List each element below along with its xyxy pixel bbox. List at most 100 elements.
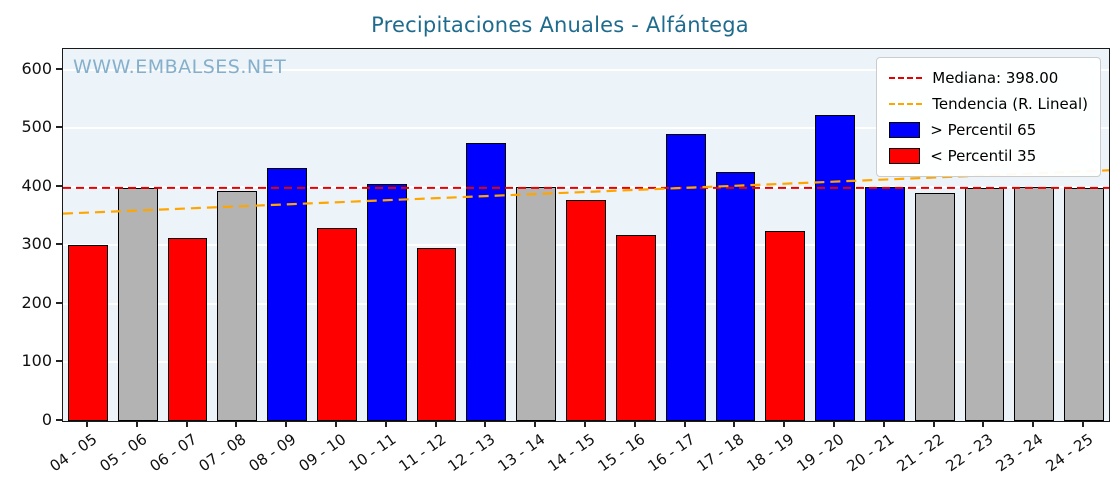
- x-tick-label: 08 - 09: [245, 430, 300, 476]
- reference-lines: [63, 169, 1109, 215]
- y-tick-label: 300: [21, 234, 52, 254]
- x-tickmark: [1082, 421, 1085, 427]
- gridline: [63, 185, 1109, 188]
- y-tick-label: 200: [21, 292, 52, 312]
- bar-14-15: [566, 199, 606, 421]
- x-tickmark: [185, 421, 188, 427]
- bar-08-09: [267, 167, 308, 421]
- x-tickmark: [235, 421, 238, 427]
- bar-17-18: [715, 172, 756, 421]
- plot-area: WWW.EMBALSES.NET Mediana: 398.00 Tendenci…: [62, 48, 1110, 422]
- chart-title: Precipitaciones Anuales - Alfántega: [371, 13, 749, 37]
- x-tickmark: [882, 421, 885, 427]
- x-tick-label: 23 - 24: [992, 430, 1047, 476]
- trend-line: [63, 169, 1109, 215]
- bar-15-16: [615, 234, 656, 421]
- y-tick-label: 100: [21, 351, 52, 371]
- x-tickmark: [932, 421, 935, 427]
- x-tick-label: 21 - 22: [893, 430, 947, 476]
- watermark: WWW.EMBALSES.NET: [73, 56, 287, 78]
- x-tickmark: [384, 421, 387, 427]
- x-tickmark: [135, 421, 138, 427]
- x-tick-label: 18 - 19: [743, 430, 798, 476]
- x-tickmark: [534, 421, 537, 427]
- bar-22-23: [964, 187, 1005, 421]
- x-tickmark: [434, 421, 437, 427]
- y-tickmark: [56, 184, 62, 187]
- x-tickmark: [484, 421, 487, 427]
- legend-item-3: < Percentil 35: [889, 143, 1088, 169]
- x-tick-label: 17 - 18: [693, 430, 748, 476]
- bar-19-20: [815, 115, 855, 421]
- x-tick-label: 19 - 20: [793, 430, 848, 476]
- x-tickmark: [584, 421, 586, 427]
- x-tickmark: [683, 421, 686, 427]
- bar-23-24: [1014, 186, 1055, 421]
- x-tick-label: 11 - 12: [395, 430, 449, 476]
- legend-line-swatch: [889, 77, 923, 79]
- y-tick-label: 0: [41, 410, 52, 429]
- bar-04-05: [67, 245, 108, 421]
- x-tickmark: [85, 421, 88, 427]
- legend-label: Tendencia (R. Lineal): [932, 95, 1088, 113]
- x-tickmark: [1032, 421, 1035, 427]
- x-tick-label: 05 - 06: [96, 430, 151, 476]
- y-tick-label: 600: [21, 58, 52, 78]
- x-tick-label: 12 - 13: [444, 430, 499, 476]
- x-tick-label: 07 - 08: [195, 430, 250, 476]
- bar-06-07: [167, 238, 208, 421]
- bar-16-17: [665, 133, 706, 421]
- x-tick-label: 16 - 17: [644, 430, 698, 476]
- x-tickmark: [285, 421, 288, 427]
- x-tickmark: [833, 421, 836, 427]
- x-tick-label: 13 - 14: [494, 430, 549, 476]
- legend-label: Mediana: 398.00: [932, 69, 1059, 87]
- bars-layer: [63, 49, 1109, 421]
- legend-label: > Percentil 65: [930, 121, 1037, 139]
- x-tickmark: [334, 421, 337, 427]
- legend-item-2: > Percentil 65: [889, 117, 1088, 143]
- x-tick-label: 22 - 23: [942, 430, 997, 476]
- bar-10-11: [366, 183, 407, 421]
- x-tick-label: 09 - 10: [295, 430, 350, 476]
- y-tickmark: [56, 67, 62, 70]
- bar-05-06: [117, 187, 158, 421]
- y-tickmark: [56, 126, 62, 129]
- gridline: [63, 68, 1109, 71]
- bar-11-12: [416, 248, 457, 421]
- x-tick-label: 06 - 07: [145, 430, 200, 476]
- x-tick-label: 20 - 21: [843, 430, 898, 476]
- x-tick-label: 24 - 25: [1042, 430, 1097, 476]
- x-tick-label: 14 - 15: [544, 430, 599, 476]
- x-tickmark: [982, 421, 985, 427]
- x-tickmark: [633, 421, 636, 427]
- legend-patch-swatch: [889, 122, 921, 138]
- x-tick-label: 10 - 11: [345, 430, 400, 476]
- bar-09-10: [317, 227, 357, 421]
- x-tick-label: 15 - 16: [594, 430, 649, 476]
- legend-patch-swatch: [889, 148, 921, 164]
- bar-07-08: [217, 191, 258, 421]
- y-tick-label: 400: [21, 175, 52, 195]
- bar-13-14: [516, 186, 557, 421]
- bar-12-13: [466, 142, 507, 421]
- y-tickmark: [56, 360, 62, 363]
- legend-item-1: Tendencia (R. Lineal): [889, 91, 1088, 117]
- x-tickmark: [783, 421, 786, 427]
- y-tick-label: 500: [21, 117, 52, 137]
- legend-line-swatch: [889, 103, 923, 105]
- bar-24-25: [1064, 187, 1104, 421]
- y-tickmark: [56, 301, 62, 304]
- legend-item-0: Mediana: 398.00: [889, 65, 1088, 91]
- gridline: [63, 127, 1109, 130]
- bar-21-22: [914, 192, 955, 421]
- y-tickmark: [56, 419, 62, 421]
- x-tick-label: 04 - 05: [46, 430, 101, 476]
- legend-label: < Percentil 35: [930, 147, 1037, 165]
- legend: Mediana: 398.00 Tendencia (R. Lineal) > P…: [876, 57, 1101, 177]
- bar-18-19: [765, 230, 806, 421]
- bar-20-21: [864, 186, 905, 421]
- y-tickmark: [56, 243, 62, 246]
- x-tickmark: [733, 421, 736, 427]
